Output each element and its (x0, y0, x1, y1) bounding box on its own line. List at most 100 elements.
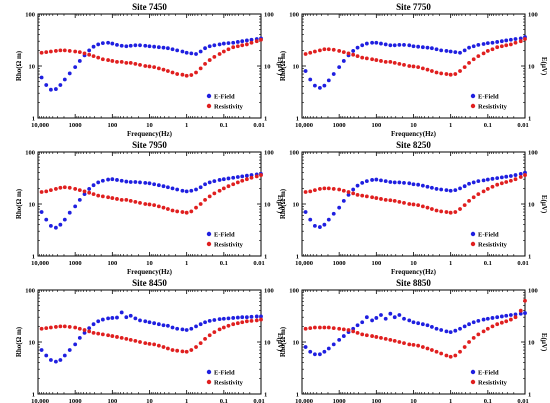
data-point (458, 50, 462, 55)
data-point (147, 341, 152, 346)
data-point (82, 328, 87, 332)
data-point (416, 65, 421, 70)
data-point (161, 184, 166, 189)
data-point (416, 203, 421, 208)
data-point (508, 37, 513, 42)
data-point (87, 326, 92, 331)
data-point (383, 59, 388, 64)
data-point (317, 352, 322, 357)
data-point (351, 326, 356, 331)
data-point (217, 52, 222, 56)
series-efield (39, 310, 263, 364)
data-point (495, 176, 500, 180)
data-point (462, 48, 467, 53)
data-point (462, 184, 467, 189)
data-point (453, 50, 458, 55)
data-point (180, 349, 185, 354)
y2-tick-label: 100 (264, 11, 274, 18)
data-point (217, 188, 222, 193)
data-point (254, 314, 259, 319)
data-point (370, 318, 374, 323)
x-tick-label: 0.1 (220, 398, 228, 403)
x-tick-label: 10 (146, 122, 153, 129)
data-point (337, 65, 342, 70)
legend-label: Resistivity (478, 103, 508, 110)
data-point (485, 187, 490, 191)
data-point (439, 351, 444, 356)
x-tick-label: 1 (185, 398, 188, 403)
data-point (194, 70, 198, 75)
data-point (462, 345, 467, 349)
data-point (397, 42, 402, 47)
data-point (490, 47, 495, 52)
data-point (180, 188, 185, 193)
data-point (402, 42, 406, 47)
data-point (481, 329, 486, 334)
data-point (175, 187, 180, 192)
chart-title: Site 8250 (396, 140, 431, 150)
data-point (420, 45, 425, 50)
data-point (429, 185, 434, 190)
data-point (448, 354, 453, 359)
data-point (370, 57, 374, 62)
data-point (73, 187, 78, 191)
data-point (467, 60, 471, 65)
data-point (212, 318, 217, 322)
data-point (231, 182, 236, 187)
y2-axis-label: E(μV) (540, 333, 548, 352)
chart-title: Site 8450 (132, 278, 167, 288)
data-point (62, 353, 67, 358)
data-point (476, 54, 481, 59)
data-point (518, 175, 523, 179)
data-point (73, 49, 78, 54)
y-tick-label: 10 (29, 201, 36, 208)
data-point (355, 330, 360, 335)
chart-title: Site 7750 (396, 2, 431, 12)
data-point (397, 180, 402, 185)
data-point (161, 345, 166, 349)
data-point (133, 199, 138, 204)
data-point (439, 48, 444, 53)
data-point (434, 70, 439, 75)
data-point (119, 43, 124, 48)
data-point (326, 78, 331, 83)
data-point (244, 38, 249, 43)
legend-marker (470, 231, 476, 237)
data-point (110, 177, 115, 182)
data-point (453, 210, 458, 214)
data-point (259, 317, 263, 322)
x-tick-label: 1 (185, 122, 188, 129)
data-point (96, 180, 101, 185)
legend: E-Field Resistivity (206, 231, 244, 248)
x-tick-label: 1 (185, 260, 188, 267)
data-point (143, 319, 148, 324)
x-tick-label: 0.01 (253, 260, 264, 267)
data-point (44, 353, 49, 358)
x-tick-label: 100 (371, 398, 381, 403)
data-point (221, 316, 226, 321)
data-point (392, 60, 397, 65)
data-point (383, 316, 388, 321)
data-point (138, 340, 142, 344)
data-point (444, 49, 449, 53)
data-point (425, 346, 430, 351)
data-point (499, 181, 504, 186)
data-point (420, 322, 425, 327)
data-point (175, 326, 180, 331)
data-point (337, 205, 342, 210)
y-tick-label: 10 (293, 339, 300, 346)
data-point (133, 61, 138, 66)
data-point (217, 317, 222, 322)
data-point (165, 46, 170, 51)
data-point (471, 335, 476, 340)
x-tick-label: 100 (107, 122, 117, 129)
y2-tick-label: 1 (264, 391, 267, 398)
data-point (397, 313, 402, 317)
data-point (317, 85, 322, 90)
data-point (244, 319, 249, 324)
data-point (429, 348, 434, 352)
data-point (53, 225, 58, 230)
data-point (364, 179, 369, 184)
data-point (254, 174, 259, 179)
